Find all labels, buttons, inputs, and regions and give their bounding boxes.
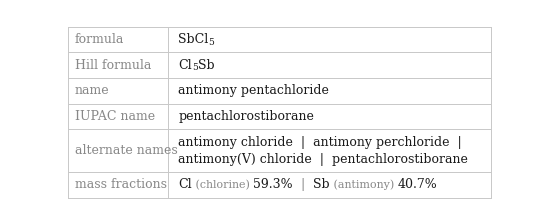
Text: SbCl: SbCl <box>178 33 209 46</box>
Text: (chlorine): (chlorine) <box>192 180 253 190</box>
Text: Hill formula: Hill formula <box>75 59 151 72</box>
Text: 40.7%: 40.7% <box>397 178 437 191</box>
Text: (antimony): (antimony) <box>330 179 397 190</box>
Text: antimony chloride  |  antimony perchloride  |: antimony chloride | antimony perchloride… <box>178 136 462 149</box>
Text: formula: formula <box>75 33 124 46</box>
Text: 59.3%: 59.3% <box>253 178 293 191</box>
Text: alternate names: alternate names <box>75 144 177 157</box>
Text: 5: 5 <box>192 63 198 72</box>
Text: 5: 5 <box>209 38 215 47</box>
Text: Cl: Cl <box>178 178 192 191</box>
Text: Cl: Cl <box>178 59 192 72</box>
Text: pentachlorostiborane: pentachlorostiborane <box>178 110 314 123</box>
Text: antimony(V) chloride  |  pentachlorostiborane: antimony(V) chloride | pentachlorostibor… <box>178 153 468 166</box>
Text: name: name <box>75 84 109 97</box>
Text: IUPAC name: IUPAC name <box>75 110 155 123</box>
Text: |: | <box>293 178 313 191</box>
Text: antimony pentachloride: antimony pentachloride <box>178 84 329 97</box>
Text: Sb: Sb <box>313 178 330 191</box>
Text: Sb: Sb <box>198 59 215 72</box>
Text: mass fractions: mass fractions <box>75 178 167 191</box>
